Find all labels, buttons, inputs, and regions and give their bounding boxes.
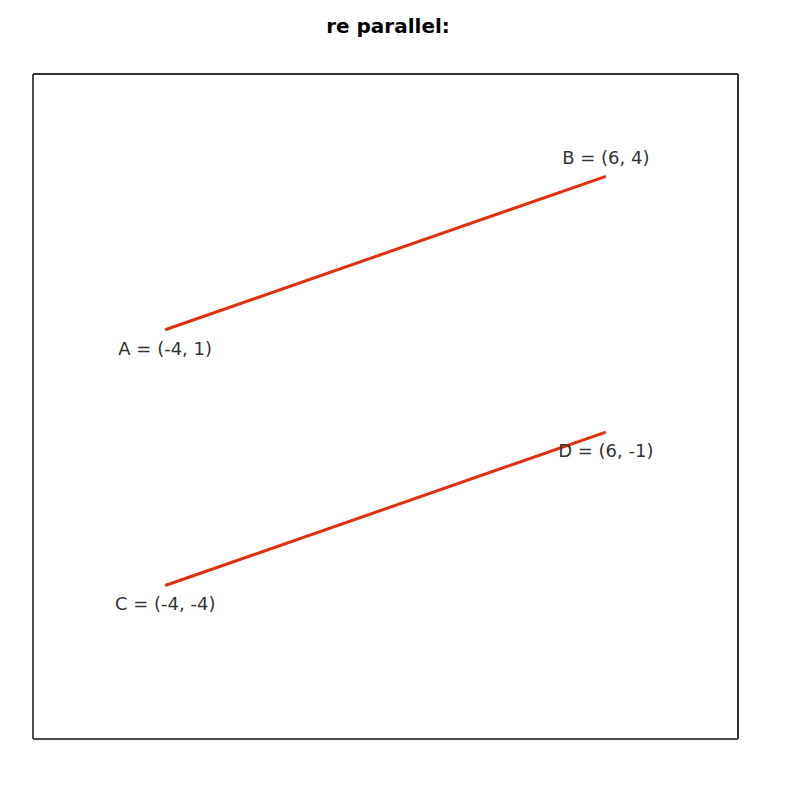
svg-text:D = (6, -1): D = (6, -1): [558, 440, 653, 461]
svg-text:B = (6, 4): B = (6, 4): [562, 147, 649, 168]
svg-text:A = (-4, 1): A = (-4, 1): [118, 338, 212, 359]
svg-text:C = (-4, -4): C = (-4, -4): [115, 593, 215, 614]
html-text:re parallel:: re parallel:: [326, 14, 450, 38]
